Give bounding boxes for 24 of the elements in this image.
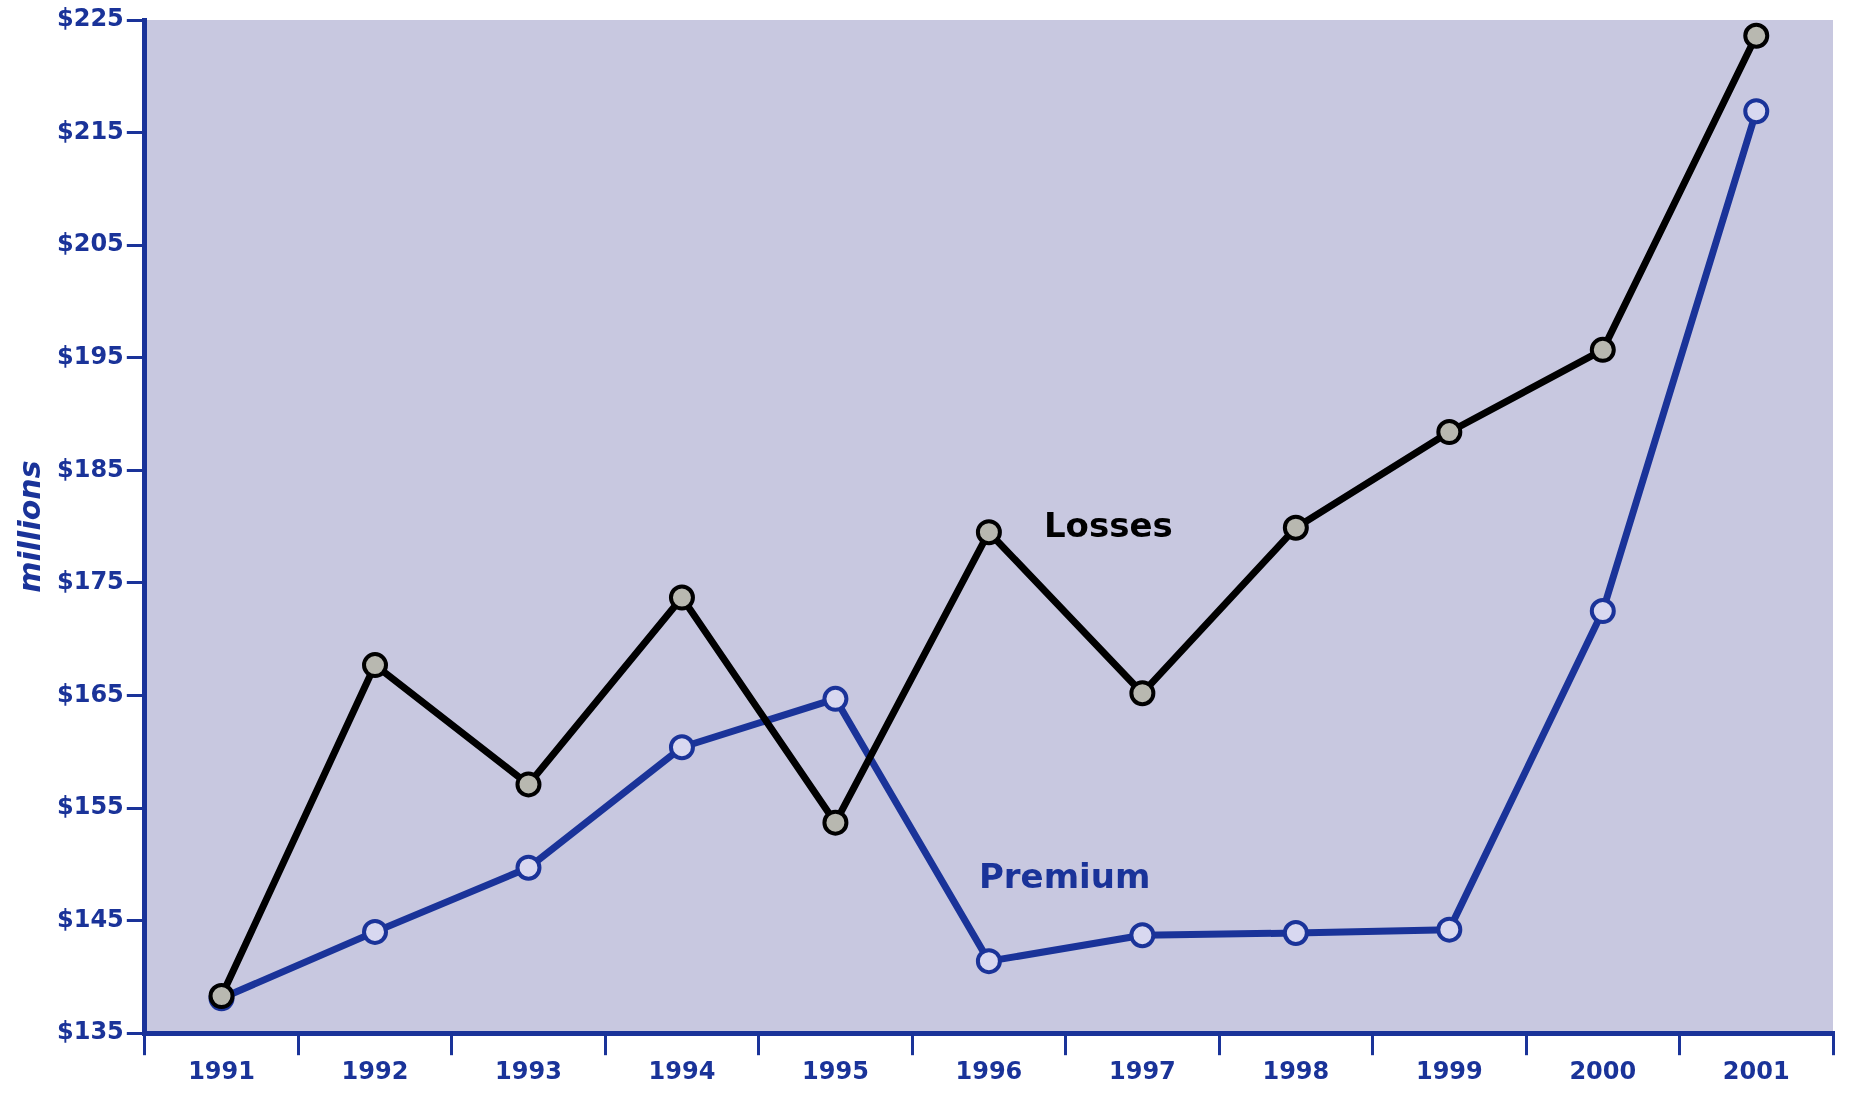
y-tick-label: $165: [57, 679, 124, 708]
series-label: Premium: [978, 855, 1151, 896]
x-tick-label: 1999: [1415, 1056, 1483, 1085]
y-axis-title: millions: [11, 460, 47, 593]
x-tick-label: 2000: [1569, 1056, 1637, 1085]
y-tick-label: $155: [57, 792, 124, 821]
y-tick-label: $195: [57, 341, 124, 370]
x-tick-label: 1994: [648, 1056, 716, 1085]
series-label: Losses: [1043, 505, 1173, 546]
x-tick-label: 1991: [188, 1056, 255, 1085]
y-tick-label: $225: [57, 4, 124, 33]
x-tick-label: 1997: [1108, 1056, 1176, 1085]
y-tick-label: $185: [57, 454, 124, 483]
x-tick-label: 2001: [1722, 1056, 1790, 1085]
y-tick-label: $205: [57, 229, 124, 258]
y-tick-label: $215: [57, 116, 124, 145]
x-tick-label: 1993: [495, 1056, 562, 1085]
y-tick-label: $135: [57, 1017, 124, 1046]
x-tick-label: 1998: [1262, 1056, 1330, 1085]
x-tick-label: 1995: [802, 1056, 869, 1085]
y-tick-label: $175: [57, 567, 124, 596]
x-tick-label: 1992: [341, 1056, 409, 1085]
y-tick-label: $145: [57, 904, 124, 933]
x-tick-label: 1996: [955, 1056, 1023, 1085]
